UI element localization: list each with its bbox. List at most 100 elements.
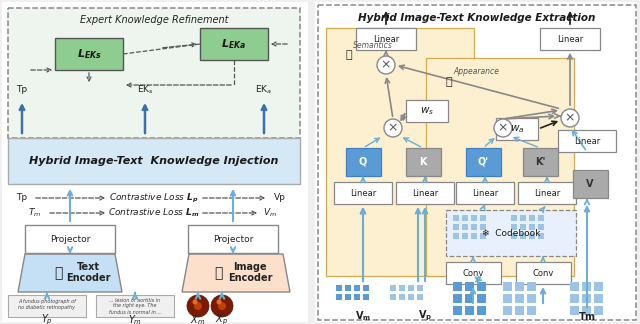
Text: Image: Image: [233, 262, 267, 272]
Bar: [520, 215, 526, 221]
Bar: [462, 233, 468, 239]
Bar: [594, 294, 603, 303]
Bar: [426, 58, 574, 276]
Bar: [515, 294, 524, 303]
Text: Tp: Tp: [17, 193, 28, 202]
Bar: [594, 282, 603, 291]
Bar: [462, 224, 468, 230]
Text: Linear: Linear: [534, 189, 560, 198]
Text: $\mathbf{Tm}$: $\mathbf{Tm}$: [578, 310, 596, 322]
Bar: [390, 285, 396, 291]
Bar: [515, 306, 524, 315]
Text: $T_m$: $T_m$: [28, 207, 42, 219]
Bar: [540, 28, 600, 50]
Text: $w_s$: $w_s$: [420, 105, 434, 117]
Bar: [345, 285, 351, 291]
Bar: [417, 294, 423, 300]
Bar: [527, 294, 536, 303]
Bar: [582, 282, 591, 291]
Bar: [55, 38, 123, 70]
Text: 🔥: 🔥: [346, 50, 353, 60]
Text: Projector: Projector: [50, 235, 90, 244]
Text: Projector: Projector: [213, 235, 253, 244]
Text: Linear: Linear: [412, 189, 438, 198]
Bar: [315, 2, 637, 322]
Bar: [25, 225, 115, 253]
Text: $Y_p$: $Y_p$: [41, 313, 53, 324]
Bar: [496, 118, 538, 140]
Bar: [453, 282, 462, 291]
Bar: [336, 285, 342, 291]
Text: ❄  Codebook: ❄ Codebook: [482, 228, 540, 237]
Bar: [480, 215, 486, 221]
Text: $\mathbf{V_p}$: $\mathbf{V_p}$: [418, 309, 432, 323]
Text: ×: ×: [498, 122, 508, 134]
Bar: [399, 285, 405, 291]
Text: $\bfit{L}_{EKs}$: $\bfit{L}_{EKs}$: [77, 47, 102, 61]
Bar: [326, 28, 474, 276]
Bar: [520, 233, 526, 239]
Circle shape: [194, 302, 202, 310]
Bar: [390, 294, 396, 300]
Text: ... lesion of aortitis in: ... lesion of aortitis in: [109, 297, 161, 303]
Circle shape: [377, 56, 395, 74]
Text: Tp: Tp: [17, 86, 28, 95]
Bar: [334, 182, 392, 204]
Bar: [465, 306, 474, 315]
Bar: [538, 233, 544, 239]
Text: EK$_s$: EK$_s$: [136, 84, 154, 96]
Bar: [471, 215, 477, 221]
Text: ×: ×: [381, 59, 391, 72]
Text: Linear: Linear: [350, 189, 376, 198]
Bar: [570, 282, 579, 291]
Bar: [518, 182, 576, 204]
Text: Vp: Vp: [274, 193, 286, 202]
Bar: [345, 294, 351, 300]
Text: $X_p$: $X_p$: [216, 313, 228, 324]
Bar: [465, 294, 474, 303]
Circle shape: [218, 302, 226, 310]
Text: Encoder: Encoder: [66, 273, 110, 283]
Bar: [477, 294, 486, 303]
Text: Linear: Linear: [557, 34, 583, 43]
Text: K': K': [535, 157, 545, 167]
Bar: [503, 294, 512, 303]
Bar: [417, 285, 423, 291]
Bar: [2, 2, 308, 322]
Bar: [503, 282, 512, 291]
Bar: [406, 148, 441, 176]
Text: Hybrid Image-Text  Knowledge Injection: Hybrid Image-Text Knowledge Injection: [29, 156, 278, 166]
Circle shape: [187, 295, 209, 317]
Bar: [356, 28, 416, 50]
Bar: [529, 215, 535, 221]
Bar: [8, 138, 300, 184]
Polygon shape: [18, 254, 122, 292]
Bar: [480, 233, 486, 239]
Circle shape: [193, 299, 198, 305]
Bar: [465, 282, 474, 291]
Bar: [354, 294, 360, 300]
Text: $Y_m$: $Y_m$: [128, 313, 142, 324]
Bar: [466, 148, 501, 176]
Bar: [336, 294, 342, 300]
Bar: [558, 130, 616, 152]
Text: ×: ×: [564, 111, 575, 124]
Bar: [527, 282, 536, 291]
Text: 🔥: 🔥: [214, 266, 222, 280]
Text: Q': Q': [477, 157, 488, 167]
Text: Expert Knowledge Refinement: Expert Knowledge Refinement: [80, 15, 228, 25]
Text: K: K: [419, 157, 427, 167]
Bar: [453, 306, 462, 315]
Bar: [318, 5, 636, 320]
Bar: [96, 295, 174, 317]
Circle shape: [211, 295, 233, 317]
Bar: [477, 282, 486, 291]
Text: $X_m$: $X_m$: [190, 313, 205, 324]
Text: EK$_a$: EK$_a$: [255, 84, 273, 96]
Text: $w_a$: $w_a$: [510, 123, 524, 135]
Bar: [446, 210, 576, 256]
Text: V: V: [586, 179, 594, 189]
Bar: [363, 285, 369, 291]
Bar: [453, 224, 459, 230]
Bar: [456, 182, 514, 204]
